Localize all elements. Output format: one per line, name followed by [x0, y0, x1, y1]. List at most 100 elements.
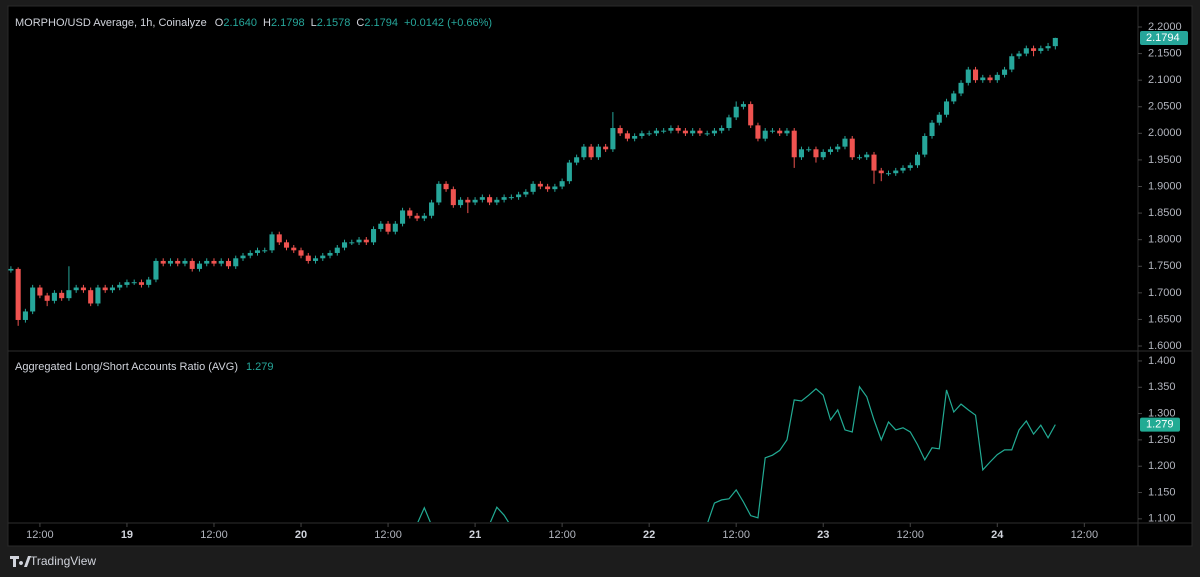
candle-body: [842, 138, 848, 147]
candle-body: [885, 173, 892, 175]
candle-body: [668, 128, 674, 131]
candle-body: [827, 149, 834, 152]
candle-body: [537, 183, 543, 187]
y-tick-label: 1.9500: [1148, 154, 1182, 166]
candle-body: [719, 128, 725, 131]
candle-body: [1009, 56, 1015, 70]
candle-body: [378, 223, 384, 230]
candle-body: [44, 295, 50, 301]
candle-body: [610, 128, 616, 150]
y-tick-label: 2.1500: [1148, 47, 1182, 59]
candle-body: [88, 290, 94, 304]
candle-body: [247, 252, 253, 256]
x-tick-label: 12:00: [374, 529, 402, 541]
x-tick-label: 20: [295, 529, 307, 541]
candle-body: [80, 287, 86, 291]
candle-body: [59, 292, 65, 299]
candle-body: [646, 133, 652, 135]
candle-body: [581, 146, 587, 158]
y-tick-label: 1.250: [1148, 434, 1176, 446]
y-tick-label: 1.350: [1148, 381, 1176, 393]
candle-body: [806, 149, 812, 151]
candle-body: [109, 287, 115, 291]
legend-header: MORPHO/USD Average, 1h, Coinalyze O2.1640…: [15, 17, 492, 29]
candle-body: [755, 125, 761, 139]
candle-body: [675, 128, 681, 131]
candle-body: [1045, 46, 1051, 49]
candle-body: [356, 239, 362, 243]
candle-body: [175, 260, 181, 264]
candle-body: [1052, 37, 1058, 47]
candle-body: [291, 247, 297, 251]
candle-body: [835, 146, 841, 150]
y-tick-label: 1.8000: [1148, 234, 1182, 246]
candle-body: [385, 223, 391, 232]
candle-body: [327, 252, 333, 256]
candle-body: [588, 146, 594, 158]
candle-body: [138, 282, 144, 285]
candle-body: [958, 82, 964, 94]
candle-body: [211, 260, 217, 264]
candle-body: [160, 260, 166, 264]
price-tag: [1140, 30, 1188, 45]
candle-body: [508, 197, 514, 199]
y-tick-label: 1.6500: [1148, 313, 1182, 325]
x-tick-label: 12:00: [1071, 529, 1099, 541]
candle-body: [849, 138, 855, 158]
legend-value: 2.1640: [223, 17, 257, 29]
candle-body: [900, 167, 906, 171]
candle-body: [784, 130, 790, 134]
candle-body: [218, 260, 224, 264]
brand-name[interactable]: TradingView: [30, 554, 96, 568]
y-tick-label: 1.200: [1148, 460, 1176, 472]
candle-body: [465, 199, 471, 203]
indicator-pane: [417, 385, 1056, 522]
candle-body: [813, 149, 819, 158]
candle-body: [73, 287, 79, 291]
brand-logo: [10, 556, 31, 567]
candle-body: [117, 284, 123, 288]
candle-body: [878, 170, 884, 174]
candle-body: [421, 215, 427, 219]
candle-body: [450, 189, 456, 206]
candle-body: [516, 194, 522, 198]
indicator-title: Aggregated Long/Short Accounts Ratio (AV…: [15, 361, 238, 373]
x-tick-label: 12:00: [722, 529, 750, 541]
y-tick-label: 1.400: [1148, 355, 1176, 367]
candle-body: [574, 157, 580, 163]
candle-body: [1002, 69, 1008, 75]
candle-body: [632, 135, 638, 139]
legend-value: 2.1578: [317, 17, 351, 29]
candle-body: [146, 279, 152, 285]
candle-body: [131, 282, 137, 284]
candle-body: [8, 268, 14, 271]
candle-body: [15, 268, 21, 320]
candle-body: [603, 146, 609, 150]
candle-body: [102, 287, 108, 291]
brand[interactable]: TradingView: [10, 554, 96, 568]
candle-body: [994, 74, 1000, 81]
candle-body: [167, 260, 174, 264]
candle-body: [871, 154, 877, 171]
candle-body: [1023, 48, 1029, 54]
ratio-line: [417, 385, 1056, 522]
legend-value: 2.1798: [271, 17, 305, 29]
candle-body: [153, 260, 159, 280]
x-tick-label: 12:00: [896, 529, 924, 541]
candle-body: [283, 242, 290, 248]
candle-body: [682, 130, 688, 134]
candle-body: [740, 104, 746, 107]
candle-body: [820, 151, 826, 158]
y-tick-label: 2.0000: [1148, 127, 1182, 139]
candle-body: [791, 130, 797, 158]
candle-body: [320, 255, 326, 259]
candle-body: [697, 130, 703, 134]
candle-body: [653, 130, 659, 134]
candle-body: [400, 210, 406, 224]
candle-body: [204, 260, 210, 264]
candle-body: [233, 258, 239, 267]
candle-body: [494, 199, 500, 203]
candle-body: [798, 149, 805, 158]
candle-body: [22, 311, 28, 320]
